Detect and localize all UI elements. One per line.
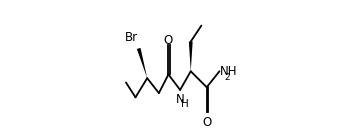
Text: Br: Br xyxy=(125,31,138,44)
Text: O: O xyxy=(202,116,211,129)
Text: 2: 2 xyxy=(224,73,230,82)
Text: NH: NH xyxy=(219,65,237,78)
Text: H: H xyxy=(180,99,188,109)
Polygon shape xyxy=(137,48,147,78)
Text: N: N xyxy=(176,93,185,106)
Text: O: O xyxy=(164,34,173,47)
Polygon shape xyxy=(189,42,193,71)
